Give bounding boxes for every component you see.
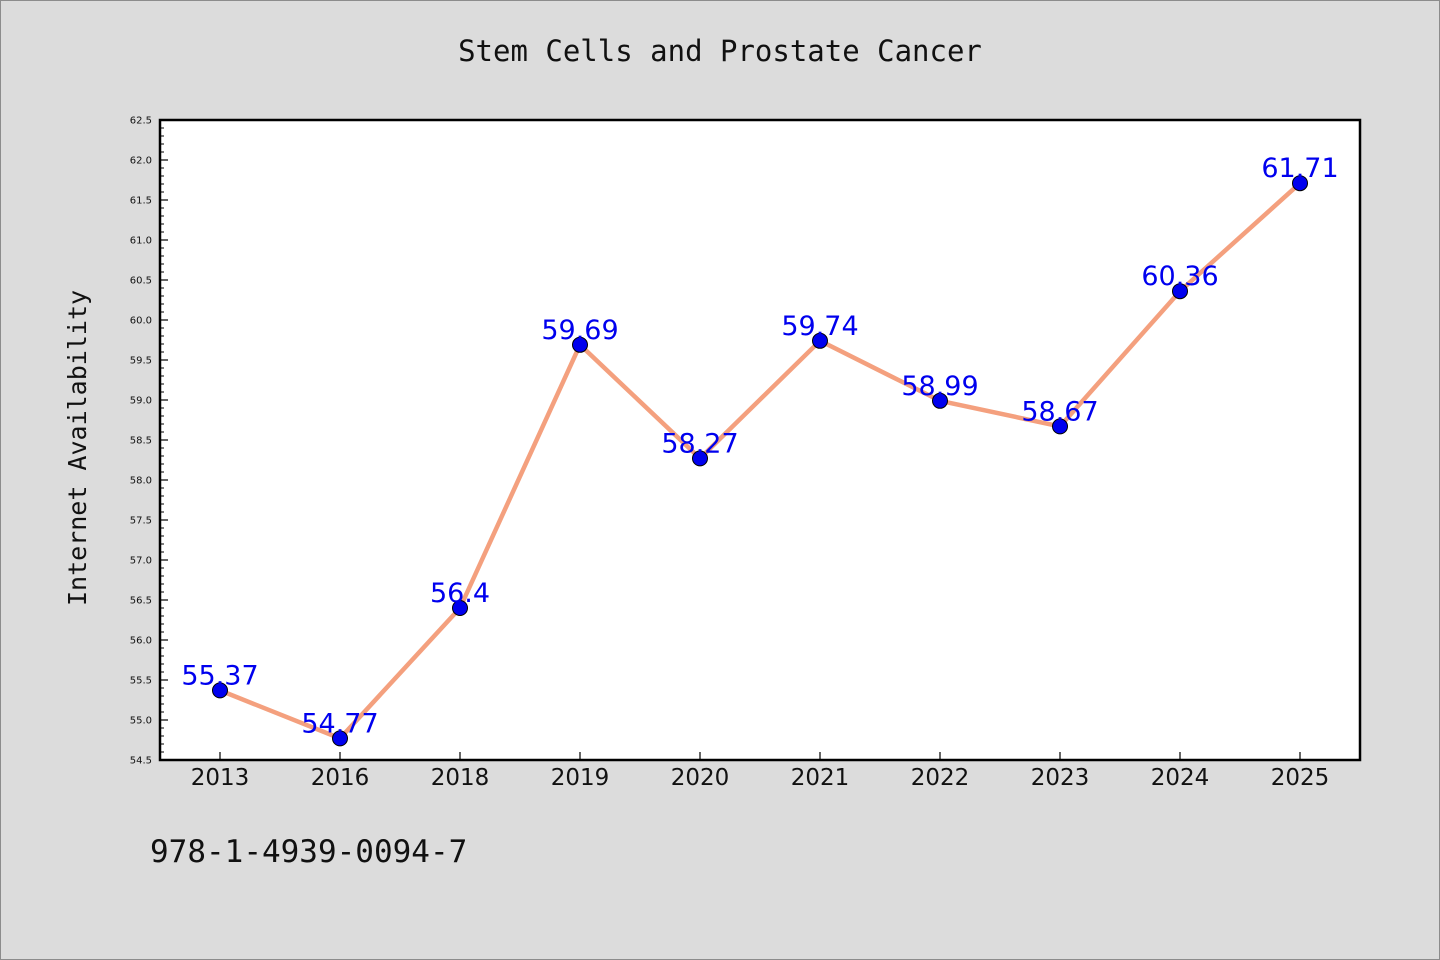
data-point [452,600,468,616]
y-tick-label: 56.0 [130,636,152,647]
data-point [1172,283,1188,300]
data-label: 56.4 [430,578,490,609]
x-tick-label: 2016 [311,765,370,791]
y-tick-label: 61.0 [130,236,152,247]
y-tick-label: 58.5 [130,436,152,447]
data-label: 58.67 [1021,396,1098,427]
plot-area [158,118,1362,762]
series-line [217,180,1303,741]
x-tick-label: 2023 [1031,765,1090,791]
y-axis: 54.5 55.0 55.5 56.0 56.5 57.0 57.5 58.0 58.5 59.0… [130,116,168,767]
y-tick-label: 60.5 [130,276,152,287]
data-label: 58.27 [661,428,738,459]
y-tick-label: 55.5 [130,676,152,687]
y-tick-label: 61.5 [130,196,152,207]
x-tick-label: 2019 [551,765,610,791]
data-point [332,730,348,747]
data-point [1052,418,1068,435]
data-labels: 55.37 54.77 56.4 59.69 58.27 59.74 58.99 58.67 6… [181,153,1338,739]
y-tick-label: 58.0 [130,476,152,487]
data-label: 60.36 [1141,261,1218,292]
series-path [217,180,1303,741]
data-label: 59.74 [781,311,858,342]
data-point [812,332,828,349]
y-tick-label: 60.0 [130,316,152,327]
y-tick-label: 62.0 [130,156,152,167]
y-tick-label: 62.5 [130,116,152,127]
data-point [212,682,228,699]
x-tick-label: 2013 [191,765,250,791]
series-markers [212,175,1308,747]
x-tick-label: 2020 [671,765,730,791]
y-tick-label: 54.5 [130,756,152,767]
data-label: 59.69 [541,315,618,346]
data-point [932,392,948,409]
chart-title: Stem Cells and Prostate Cancer [458,34,982,68]
x-tick-label: 2022 [911,765,970,791]
y-tick-label: 57.0 [130,556,152,567]
x-axis: 2013 2016 2018 2019 2020 2021 2022 2023 2024 2025 [191,752,1330,791]
y-axis-label: Internet Availability [63,290,92,606]
data-label: 55.37 [181,660,258,691]
x-tick-label: 2025 [1271,765,1330,791]
data-point [572,336,588,353]
y-tick-label: 57.5 [130,516,152,527]
data-label: 54.77 [301,708,378,739]
y-tick-label: 59.5 [130,356,152,367]
x-tick-label: 2018 [431,765,490,791]
data-label: 58.99 [901,371,978,402]
data-point [1292,175,1308,192]
data-label: 61.71 [1261,153,1338,184]
x-tick-label: 2024 [1151,765,1210,791]
y-tick-label: 56.5 [130,596,152,607]
data-point [692,450,708,467]
x-tick-label: 2021 [791,765,850,791]
isbn-text: 978-1-4939-0094-7 [150,834,468,870]
y-tick-label: 59.0 [130,396,152,407]
y-tick-label: 55.0 [130,716,152,727]
